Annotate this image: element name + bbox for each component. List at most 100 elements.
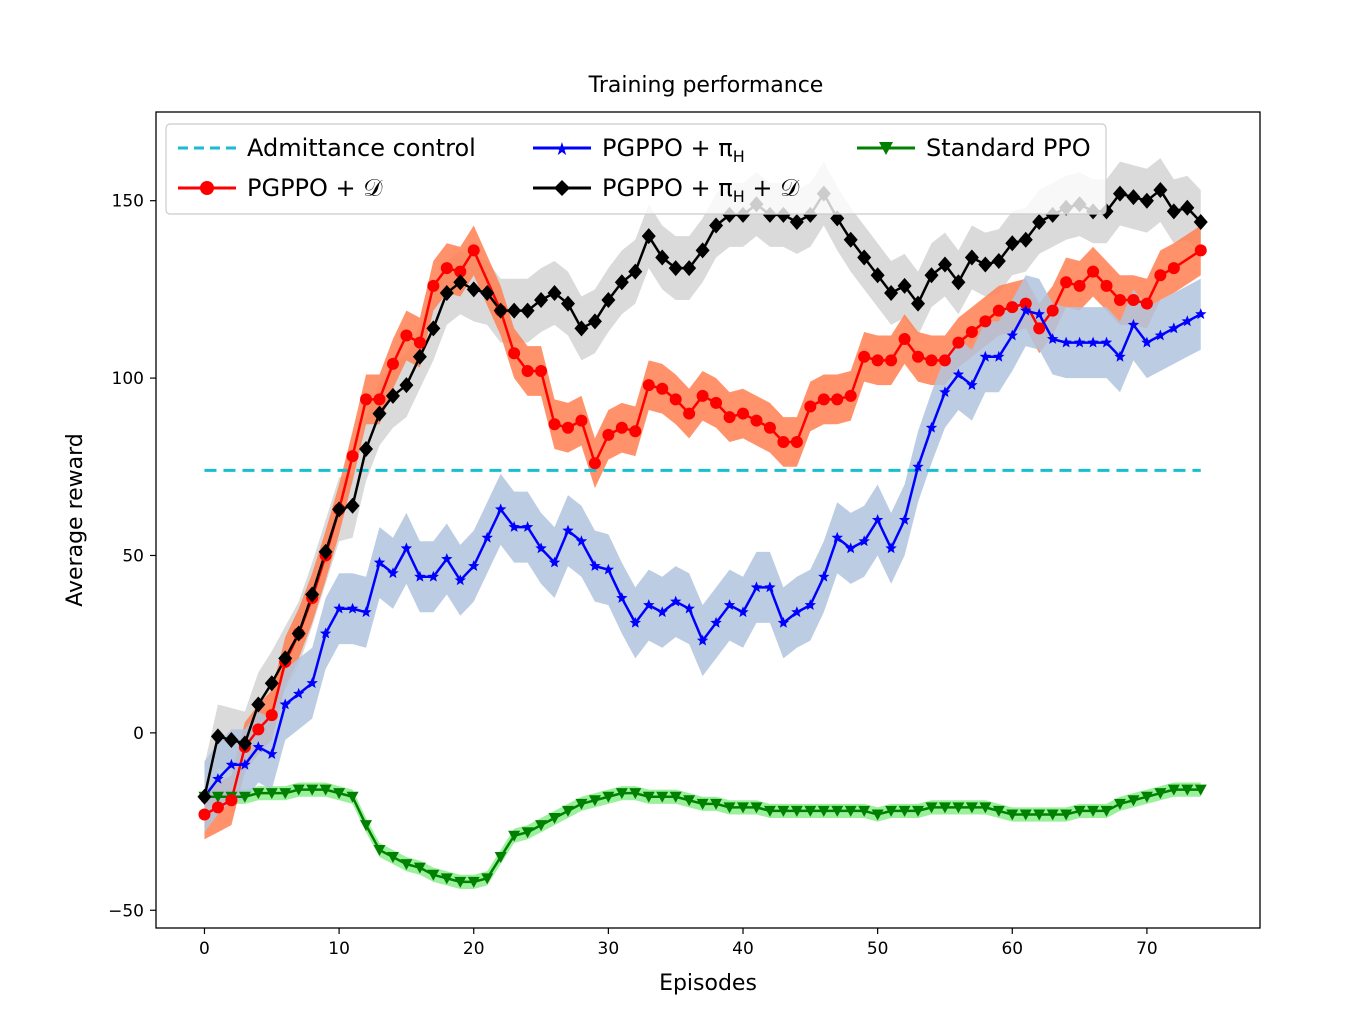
point-pgppo-h-d (359, 441, 374, 458)
point-standard-ppo (790, 805, 803, 817)
point-pgppo-h (1127, 318, 1140, 330)
point-pgppo-d (642, 379, 655, 392)
point-pgppo-h (643, 599, 655, 610)
point-pgppo-h (1141, 336, 1153, 348)
point-standard-ppo (1060, 809, 1073, 821)
point-pgppo-d (710, 396, 723, 409)
point-pgppo-h-d (1018, 231, 1033, 248)
point-pgppo-d (898, 333, 911, 346)
point-standard-ppo (710, 798, 723, 810)
point-pgppo-d (1087, 265, 1100, 278)
y-tick-label: 150 (112, 192, 144, 212)
point-pgppo-h-d (682, 260, 697, 277)
point-pgppo-d (615, 421, 628, 434)
point-standard-ppo (750, 802, 763, 814)
point-pgppo-h (400, 542, 413, 554)
point-pgppo-h (548, 556, 561, 568)
point-pgppo-h-d (951, 274, 966, 291)
point-pgppo-d (777, 435, 790, 448)
point-pgppo-d (750, 414, 763, 427)
point-standard-ppo (467, 876, 480, 888)
band-pgppo-h-d (204, 158, 1201, 829)
point-pgppo-h (1100, 336, 1113, 348)
point-pgppo-d (602, 428, 615, 441)
point-pgppo-h-d (1032, 213, 1047, 230)
point-pgppo-h (670, 595, 682, 607)
point-pgppo-h-d (291, 625, 306, 642)
point-standard-ppo (481, 873, 494, 885)
point-standard-ppo (992, 805, 1005, 817)
point-pgppo-h (1073, 336, 1086, 348)
point-pgppo-h-d (345, 497, 360, 514)
point-pgppo-h-d (655, 249, 670, 266)
legend: Admittance control PGPPO + 𝒟 ★ PGPPO + π… (165, 123, 1107, 215)
point-pgppo-h-d (1153, 182, 1168, 199)
point-pgppo-h (454, 574, 466, 586)
point-pgppo-h (764, 581, 776, 593)
point-pgppo-d (763, 421, 776, 434)
point-pgppo-h-d (426, 320, 441, 337)
point-pgppo-h-d (857, 249, 872, 266)
x-tick-label: 40 (732, 939, 754, 959)
legend-marker-pgppo-d (200, 181, 214, 195)
point-pgppo-d (198, 808, 211, 821)
point-pgppo-h (885, 542, 897, 554)
point-pgppo-d (575, 414, 588, 427)
point-pgppo-h-d (466, 281, 481, 298)
point-pgppo-h (845, 542, 857, 554)
point-standard-ppo (508, 830, 521, 842)
point-pgppo-h-d (385, 387, 400, 404)
point-pgppo-h (629, 616, 641, 628)
x-tick-label: 60 (1001, 939, 1023, 959)
point-pgppo-h (468, 560, 480, 571)
point-pgppo-h (508, 521, 520, 532)
point-pgppo-d (211, 801, 224, 814)
point-pgppo-d (817, 393, 830, 406)
point-pgppo-h (575, 535, 588, 547)
point-pgppo-h (346, 602, 359, 614)
point-standard-ppo (319, 784, 332, 796)
point-pgppo-h-d (332, 501, 347, 518)
point-pgppo-h (1033, 308, 1045, 320)
point-standard-ppo (413, 862, 426, 874)
point-pgppo-d (561, 421, 574, 434)
point-standard-ppo (454, 876, 467, 888)
point-pgppo-h-d (493, 302, 508, 319)
point-pgppo-d (925, 354, 938, 367)
point-pgppo-h (427, 570, 440, 582)
point-pgppo-h (239, 758, 251, 770)
x-tick-label: 50 (867, 939, 889, 959)
point-pgppo-h (441, 553, 453, 564)
point-standard-ppo (1046, 809, 1059, 821)
point-pgppo-d (588, 457, 601, 470)
series-markers (197, 182, 1208, 888)
point-pgppo-d (535, 364, 548, 377)
point-pgppo-h (952, 368, 965, 380)
point-pgppo-h-d (628, 263, 643, 280)
point-pgppo-h (1006, 329, 1018, 341)
point-pgppo-h-d (251, 696, 266, 713)
point-pgppo-h (616, 592, 628, 603)
point-pgppo-h-d (1180, 199, 1195, 216)
point-standard-ppo (1100, 805, 1113, 817)
point-pgppo-h (939, 386, 951, 398)
point-standard-ppo (885, 805, 898, 817)
point-pgppo-h-d (695, 242, 710, 259)
point-pgppo-d (965, 325, 978, 338)
point-pgppo-d (346, 450, 359, 463)
point-pgppo-h-d (412, 348, 427, 365)
point-pgppo-h (521, 521, 534, 532)
point-pgppo-h-d (641, 228, 656, 245)
point-standard-ppo (912, 805, 925, 817)
point-standard-ppo (602, 791, 615, 803)
legend-label-admittance: Admittance control (247, 134, 476, 162)
band-pgppo-h (204, 275, 1201, 833)
point-pgppo-h (804, 599, 816, 610)
point-standard-ppo (211, 791, 224, 803)
point-standard-ppo (1127, 795, 1140, 807)
point-pgppo-d (440, 262, 453, 275)
point-standard-ppo (669, 791, 682, 803)
legend-label-pgppo-pih: PGPPO + πH (602, 134, 745, 166)
point-pgppo-d (1127, 294, 1140, 307)
point-standard-ppo (265, 788, 278, 800)
